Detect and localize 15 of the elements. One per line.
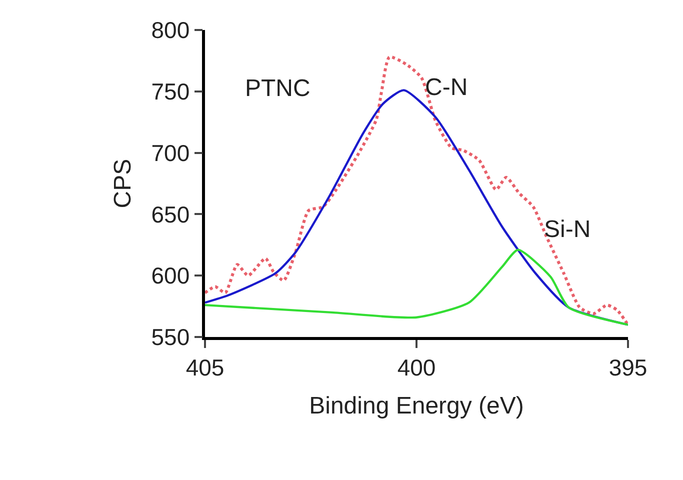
y-tick-label: 600: [151, 262, 190, 289]
y-tick-label: 650: [151, 201, 190, 228]
annotation: Si-N: [544, 216, 591, 243]
y-axis-title: CPS: [109, 158, 136, 208]
annotation: PTNC: [245, 75, 310, 102]
line-series: [205, 248, 628, 326]
y-tick-label: 750: [151, 78, 190, 104]
y-tick-label: 800: [151, 17, 190, 44]
x-tick-label: 395: [608, 354, 648, 380]
annotation: C-N: [425, 74, 468, 101]
x-tick-label: 405: [186, 354, 224, 380]
x-tick-label: 400: [397, 354, 436, 380]
x-axis-title: Binding Energy (eV): [309, 392, 524, 420]
y-tick-label: 700: [151, 140, 190, 166]
y-tick-label: 550: [151, 324, 190, 350]
